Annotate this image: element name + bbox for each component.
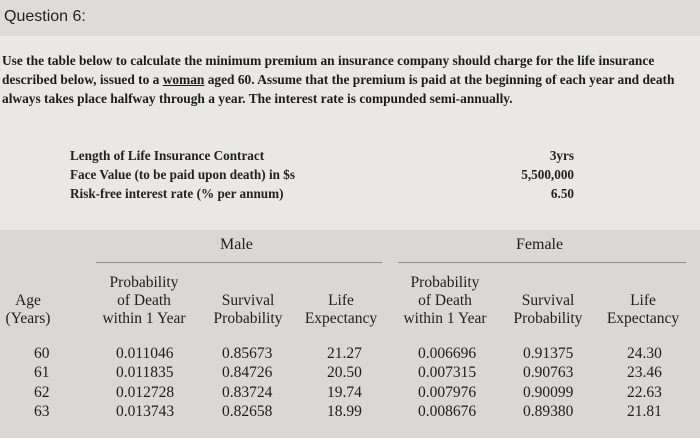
col-header-female-life-expectancy: Life Expectancy: [600, 292, 686, 328]
param-value-face-value: 5,500,000: [521, 167, 574, 182]
table-cell-male-prob: 0.013743: [116, 403, 175, 420]
param-label-face-value: Face Value (to be paid upon death) in $s: [70, 167, 295, 182]
table-cell-female-survival: 0.90763: [523, 364, 574, 381]
col-header-age: Age (Years): [1, 292, 55, 328]
male-group-rule: [96, 262, 382, 263]
table-cell-male-survival: 0.82658: [222, 403, 273, 420]
col-header-line: Life: [630, 292, 656, 309]
col-header-line: Probability: [109, 274, 179, 291]
table-cell-female-survival: 0.91375: [523, 345, 574, 362]
table-cell-male-prob: 0.012728: [116, 384, 175, 401]
col-header-line: of Death: [418, 292, 472, 309]
prompt-underlined-word: woman: [162, 72, 205, 87]
table-cell-age: 61: [34, 364, 50, 381]
table-cell-female-life: 21.81: [627, 403, 662, 420]
table-cell-female-life: 24.30: [627, 345, 662, 362]
table-cell-male-survival: 0.83724: [222, 384, 273, 401]
col-header-line: within 1 Year: [403, 310, 487, 327]
table-cell-male-prob: 0.011046: [116, 345, 174, 362]
table-cell-female-prob: 0.006696: [418, 345, 477, 362]
group-header-female: Female: [516, 236, 564, 253]
param-label-length: Length of Life Insurance Contract: [70, 148, 265, 163]
question-prompt: Use the table below to calculate the min…: [2, 51, 696, 108]
col-header-line: Expectancy: [304, 310, 378, 327]
table-cell-male-survival: 0.85673: [222, 345, 273, 362]
table-cell-male-survival: 0.84726: [222, 364, 273, 381]
col-header-male-life-expectancy: Life Expectancy: [297, 292, 385, 328]
col-header-age-line1: Age: [15, 292, 41, 309]
col-header-line: Probability: [213, 310, 283, 327]
col-header-male-survival: Survival Probability: [203, 292, 293, 328]
question-title: Question 6:: [4, 8, 86, 25]
table-cell-female-prob: 0.007315: [418, 364, 477, 381]
table-cell-age: 62: [34, 384, 50, 401]
col-header-age-line2: (Years): [5, 310, 51, 327]
table-cell-female-life: 22.63: [627, 384, 662, 401]
table-cell-male-life: 20.50: [327, 364, 362, 381]
param-value-length: 3yrs: [549, 148, 574, 163]
table-cell-female-survival: 0.90099: [523, 384, 574, 401]
female-group-rule: [398, 262, 686, 263]
col-header-female-prob-death: Probability of Death within 1 Year: [392, 274, 498, 328]
table-cell-female-prob: 0.008676: [418, 403, 477, 420]
group-header-male: Male: [220, 236, 253, 253]
col-header-male-prob-death: Probability of Death within 1 Year: [92, 274, 196, 328]
col-header-line: Probability: [410, 274, 480, 291]
mortality-table: [0, 230, 700, 438]
table-cell-female-survival: 0.89380: [523, 403, 574, 420]
col-header-line: of Death: [117, 292, 171, 309]
col-header-line: Life: [328, 292, 354, 309]
col-header-line: within 1 Year: [102, 310, 186, 327]
question-header: [0, 0, 700, 36]
table-cell-age: 60: [34, 345, 50, 362]
col-header-line: Expectancy: [606, 310, 680, 327]
col-header-line: Survival: [521, 292, 575, 309]
table-cell-female-life: 23.46: [627, 364, 662, 381]
table-cell-male-prob: 0.011835: [116, 364, 174, 381]
col-header-female-survival: Survival Probability: [503, 292, 593, 328]
param-value-interest-rate: 6.50: [550, 186, 574, 201]
table-cell-male-life: 19.74: [327, 384, 362, 401]
col-header-line: Survival: [221, 292, 275, 309]
table-cell-age: 63: [34, 403, 50, 420]
prompt-text-end: aged 60. Assume that the premium is paid…: [2, 72, 675, 106]
table-cell-male-life: 21.27: [327, 345, 362, 362]
prompt-text-start: Use the table below to calculate the min…: [2, 53, 655, 87]
table-cell-female-prob: 0.007976: [418, 384, 477, 401]
param-label-interest-rate: Risk-free interest rate (% per annum): [70, 186, 284, 201]
col-header-line: Probability: [513, 310, 583, 327]
table-cell-male-life: 18.99: [327, 403, 362, 420]
